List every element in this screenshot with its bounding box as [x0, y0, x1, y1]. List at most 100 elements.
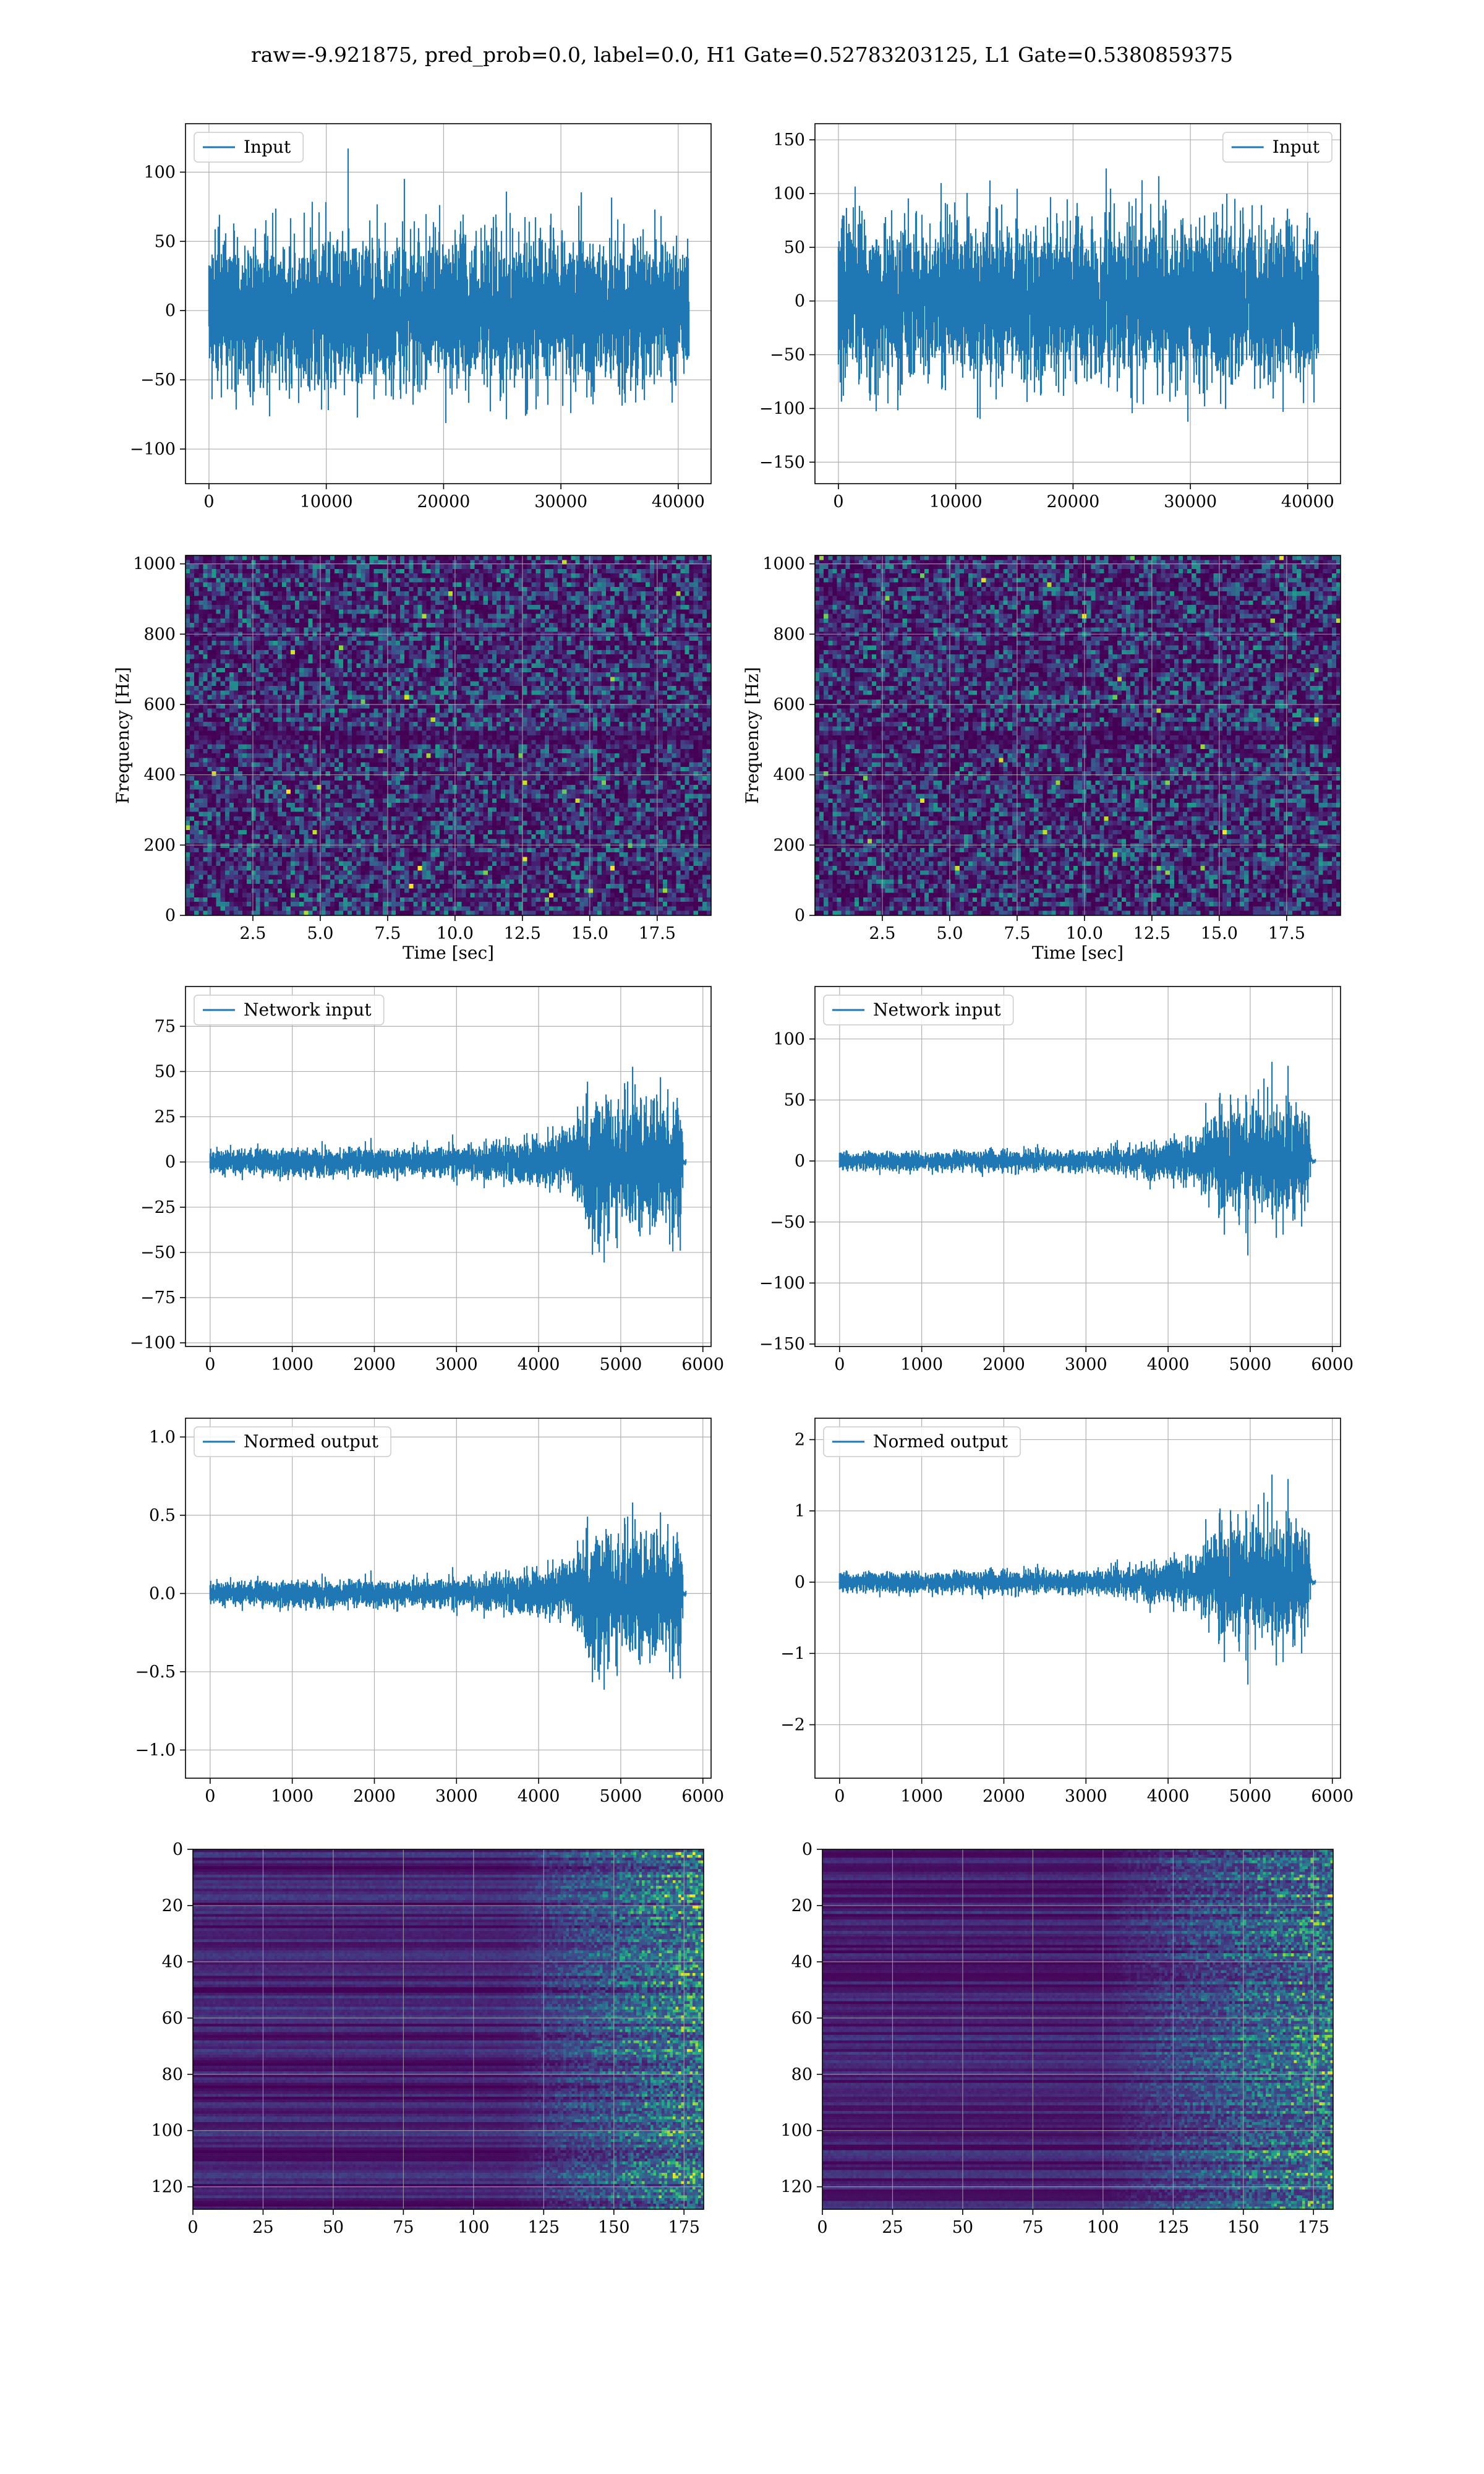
y-axis-label: Frequency [Hz]	[742, 667, 762, 803]
x-tick-label: 30000	[534, 492, 587, 511]
x-tick-label: 1000	[900, 1787, 943, 1806]
x-tick-label: 0	[833, 492, 843, 511]
x-tick-label: 6000	[1311, 1355, 1354, 1374]
x-tick-label: 1000	[271, 1787, 313, 1806]
plot-area	[186, 555, 712, 916]
x-tick-label: 10000	[300, 492, 353, 511]
y-tick-label: 800	[773, 625, 805, 644]
x-tick-label: 0	[203, 492, 214, 511]
x-tick-label: 2000	[983, 1787, 1025, 1806]
y-tick-label: −150	[759, 1335, 805, 1354]
x-tick-label: 40000	[1281, 492, 1334, 511]
x-tick-label: 5000	[1229, 1355, 1272, 1374]
x-tick-label: 5.0	[936, 924, 963, 943]
y-tick-label: 100	[151, 2121, 183, 2141]
x-tick-label: 5000	[600, 1355, 642, 1374]
y-tick-label: −50	[770, 346, 805, 365]
y-tick-label: 100	[773, 184, 805, 203]
y-tick-label: 40	[791, 1953, 812, 1972]
y-tick-label: 20	[791, 1896, 812, 1915]
x-tick-label: 0	[205, 1787, 215, 1806]
y-tick-label: −100	[759, 1273, 805, 1293]
legend: Network input	[194, 995, 384, 1025]
legend-label: Input	[244, 137, 291, 157]
y-tick-label: −150	[759, 453, 805, 472]
x-tick-label: 2.5	[869, 924, 895, 943]
x-tick-label: 1000	[271, 1355, 313, 1374]
y-tick-label: 0	[165, 906, 176, 925]
y-tick-label: 600	[773, 695, 805, 714]
y-tick-label: −100	[130, 1333, 176, 1353]
plot-area	[815, 555, 1341, 916]
x-tick-label: 0	[817, 2218, 827, 2237]
x-tick-label: 25	[252, 2218, 273, 2237]
x-tick-label: 125	[528, 2218, 560, 2237]
x-tick-label: 7.5	[1004, 924, 1030, 943]
y-tick-label: 50	[155, 1062, 176, 1081]
y-tick-label: 100	[773, 1030, 805, 1049]
x-tick-label: 3000	[1065, 1355, 1107, 1374]
x-tick-label: 0	[834, 1355, 845, 1374]
x-tick-label: 6000	[681, 1787, 724, 1806]
y-tick-label: 0	[165, 301, 176, 320]
y-tick-label: −25	[140, 1198, 176, 1217]
x-tick-label: 150	[598, 2218, 630, 2237]
x-tick-label: 0	[187, 2218, 198, 2237]
y-tick-label: 25	[155, 1108, 176, 1127]
y-tick-label: −0.5	[135, 1663, 176, 1682]
x-tick-label: 125	[1158, 2218, 1190, 2237]
legend: Normed output	[824, 1427, 1020, 1457]
x-tick-label: 0	[834, 1787, 845, 1806]
x-tick-label: 4000	[1147, 1355, 1190, 1374]
y-tick-label: 800	[143, 625, 176, 644]
x-tick-label: 12.5	[1133, 924, 1171, 943]
y-tick-label: 100	[143, 163, 176, 182]
y-tick-label: 400	[773, 766, 805, 785]
y-tick-label: 75	[155, 1017, 176, 1036]
legend: Input	[194, 132, 303, 162]
heatmap-image	[822, 1849, 1334, 2210]
x-axis-label: Time [sec]	[1032, 943, 1124, 963]
x-tick-label: 40000	[652, 492, 705, 511]
y-tick-label: −1	[780, 1644, 805, 1663]
y-tick-label: −100	[759, 399, 805, 418]
y-tick-label: 1	[795, 1502, 805, 1521]
y-tick-label: 0	[795, 906, 805, 925]
y-tick-label: −50	[140, 1243, 176, 1262]
x-tick-label: 150	[1227, 2218, 1260, 2237]
y-tick-label: 120	[780, 2178, 812, 2197]
subplot-1-1: 2.5 5.0 7.5 10.0 12.5 15.0 17.5020040060080010…	[742, 555, 1341, 963]
heatmap-image	[815, 555, 1341, 916]
plot-area	[822, 1849, 1334, 2210]
x-tick-label: 3000	[435, 1355, 478, 1374]
y-tick-label: −100	[130, 440, 176, 459]
y-tick-label: 400	[143, 766, 176, 785]
x-tick-label: 175	[1297, 2218, 1329, 2237]
x-tick-label: 17.5	[639, 924, 676, 943]
y-tick-label: 60	[791, 2009, 812, 2028]
x-tick-label: 75	[393, 2218, 414, 2237]
y-tick-label: 0.0	[149, 1584, 176, 1603]
y-tick-label: 20	[162, 1896, 183, 1915]
legend-label: Input	[1273, 137, 1320, 157]
y-tick-label: 150	[773, 131, 805, 150]
y-tick-label: 2	[795, 1431, 805, 1450]
x-tick-label: 10000	[929, 492, 983, 511]
x-tick-label: 25	[882, 2218, 903, 2237]
y-tick-label: 0.5	[149, 1506, 176, 1525]
legend-label: Normed output	[244, 1431, 379, 1452]
x-tick-label: 4000	[518, 1355, 560, 1374]
x-tick-label: 17.5	[1268, 924, 1305, 943]
y-tick-label: 0	[795, 1152, 805, 1171]
y-tick-label: 0	[173, 1840, 183, 1859]
x-tick-label: 2000	[983, 1355, 1025, 1374]
x-tick-label: 20000	[1046, 492, 1099, 511]
y-tick-label: −1.0	[135, 1740, 176, 1760]
x-tick-label: 3000	[435, 1787, 478, 1806]
x-tick-label: 5000	[1229, 1787, 1272, 1806]
heatmap-image	[186, 555, 712, 916]
x-tick-label: 7.5	[374, 924, 401, 943]
y-tick-label: 50	[155, 232, 176, 251]
x-tick-label: 5.0	[307, 924, 333, 943]
